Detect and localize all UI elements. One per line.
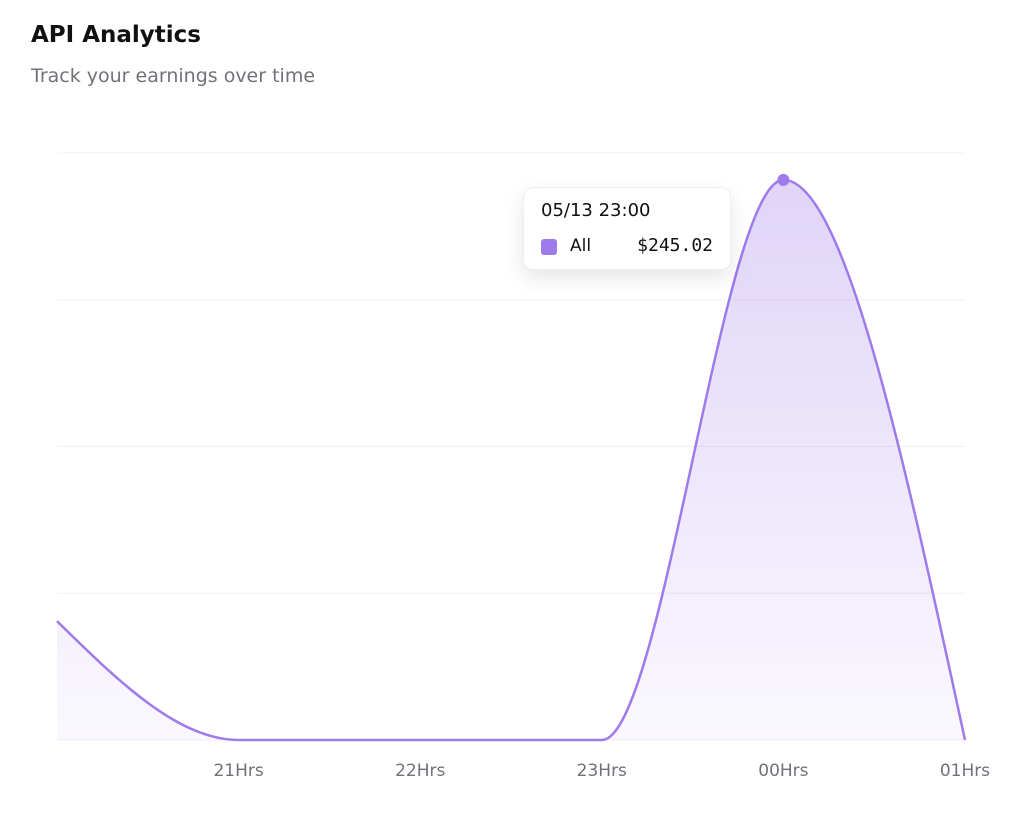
- legend-swatch: [541, 239, 557, 255]
- tooltip-title: 05/13 23:00: [541, 200, 651, 221]
- x-tick-label: 00Hrs: [758, 761, 808, 781]
- x-tick-label: 23Hrs: [577, 761, 627, 781]
- x-tick-label: 21Hrs: [213, 761, 263, 781]
- highlight-point: [777, 173, 790, 186]
- chart-subtitle: Track your earnings over time: [31, 65, 316, 87]
- tooltip-value: $245.02: [637, 235, 713, 256]
- line: [56, 178, 967, 742]
- legend-label: All: [570, 236, 592, 256]
- tooltip: 05/13 23:00 All $245.02: [523, 187, 731, 270]
- x-tick-label: 01Hrs: [940, 761, 990, 781]
- x-tick-label: 22Hrs: [395, 761, 445, 781]
- area: [57, 179, 965, 741]
- chart-title: API Analytics: [31, 22, 201, 48]
